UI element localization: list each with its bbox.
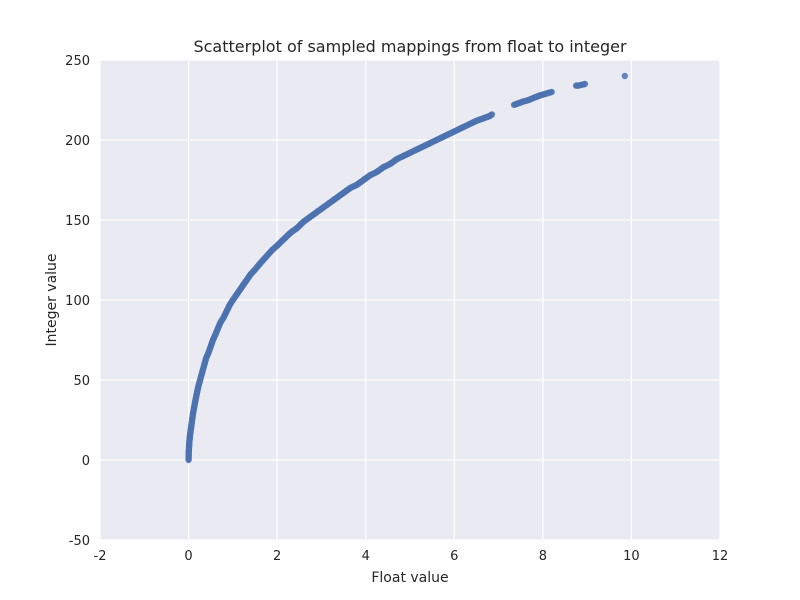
y-tick-label: 200 [65, 134, 90, 149]
scatter-point [548, 88, 555, 96]
grid [99, 59, 721, 541]
y-tick-label: 150 [65, 214, 90, 229]
y-tick-label: 100 [65, 294, 90, 309]
x-tick-labels: -2 0 2 4 6 8 10 12 [94, 549, 729, 564]
y-tick-label: 50 [73, 374, 90, 389]
chart-title: Scatterplot of sampled mappings from flo… [193, 37, 626, 56]
scatter-points [185, 72, 628, 464]
x-tick-label: 12 [712, 549, 729, 564]
y-tick-label: 250 [65, 54, 90, 69]
x-tick-label: 4 [362, 549, 370, 564]
x-tick-label: 10 [623, 549, 640, 564]
x-tick-label: -2 [94, 549, 107, 564]
y-tick-labels: -50 0 50 100 150 200 250 [65, 54, 90, 549]
y-axis-label: Integer value [44, 253, 60, 346]
scatter-point [488, 111, 496, 118]
x-tick-label: 0 [184, 549, 192, 564]
y-tick-label: -50 [69, 534, 90, 549]
y-tick-label: 0 [82, 454, 90, 469]
scatter-point [621, 72, 628, 80]
x-tick-label: 8 [539, 549, 547, 564]
scatter-point [581, 80, 589, 88]
x-tick-label: 6 [450, 549, 458, 564]
x-axis-label: Float value [371, 570, 448, 586]
x-tick-label: 2 [273, 549, 281, 564]
